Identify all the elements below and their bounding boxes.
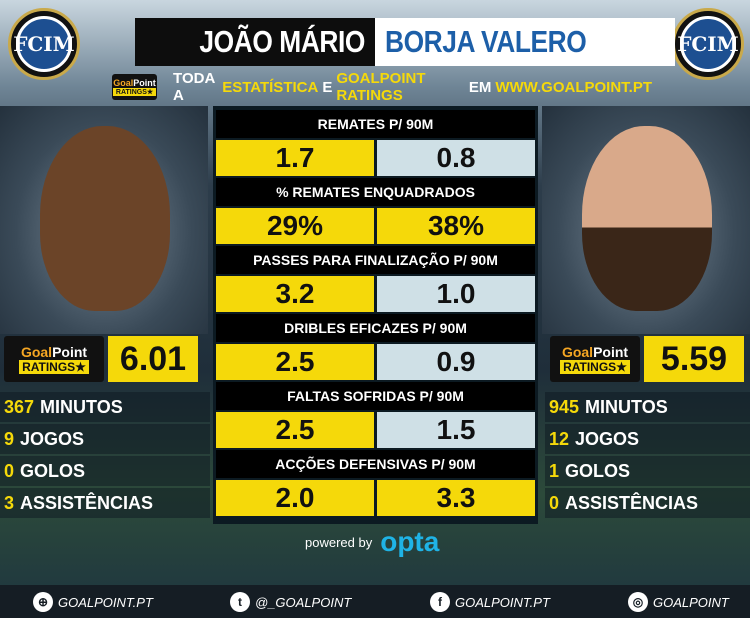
goalpoint-logo: GoalPoint RATINGS★ <box>112 74 158 100</box>
stat-label: DRIBLES EFICAZES P/ 90M <box>216 314 535 342</box>
stat-label: FALTAS SOFRIDAS P/ 90M <box>216 382 535 410</box>
stat-label: ACÇÕES DEFENSIVAS P/ 90M <box>216 450 535 478</box>
footer-link[interactable]: ⊕ GOALPOINT.PT <box>33 592 153 612</box>
instagram-icon: ◎ <box>628 592 648 612</box>
stat-value-left: 2.5 <box>216 412 374 448</box>
globe-icon: ⊕ <box>33 592 53 612</box>
rating-value: 6.01 <box>108 336 198 382</box>
stat-value-left: 2.0 <box>216 480 374 516</box>
stat-value-left: 29% <box>216 208 374 244</box>
club-logo-left: FCIM <box>8 8 80 80</box>
season-stat: 9 JOGOS <box>0 424 210 454</box>
rating-left: GoalPoint RATINGS★ 6.01 <box>4 336 198 382</box>
stat-value-right: 0.9 <box>377 344 535 380</box>
footer-link[interactable]: t @_GOALPOINT <box>230 592 351 612</box>
stat-value-right: 38% <box>377 208 535 244</box>
twitter-icon: t <box>230 592 250 612</box>
season-stat: 945 MINUTOS <box>545 392 750 422</box>
opta-logo: opta <box>380 526 440 557</box>
facebook-icon: f <box>430 592 450 612</box>
stat-value-left: 2.5 <box>216 344 374 380</box>
tagline: GoalPoint RATINGS★ TODA A ESTATÍSTICA E GOAL… <box>112 70 652 104</box>
season-stat: 12 JOGOS <box>545 424 750 454</box>
footer-link[interactable]: f GOALPOINT.PT <box>430 592 550 612</box>
season-stat: 0 ASSISTÊNCIAS <box>545 488 750 518</box>
season-stat: 367 MINUTOS <box>0 392 210 422</box>
stat-label: PASSES PARA FINALIZAÇÃO P/ 90M <box>216 246 535 274</box>
stat-value-right: 1.0 <box>377 276 535 312</box>
stat-label: REMATES P/ 90M <box>216 110 535 138</box>
season-stat: 0 GOLOS <box>0 456 210 486</box>
stat-value-right: 0.8 <box>377 140 535 176</box>
stat-label: % REMATES ENQUADRADOS <box>216 178 535 206</box>
powered-by: powered by opta <box>305 526 440 557</box>
season-stat: 1 GOLOS <box>545 456 750 486</box>
season-stats-left: 367 MINUTOS 9 JOGOS 0 GOLOS 3 ASSISTÊNCIAS <box>0 392 210 520</box>
footer-link[interactable]: ◎ GOALPOINT <box>628 592 729 612</box>
player-name-right: BORJA VALERO <box>385 24 587 59</box>
season-stats-right: 945 MINUTOS 12 JOGOS 1 GOLOS 0 ASSISTÊNCIAS <box>545 392 750 520</box>
stat-value-right: 1.5 <box>377 412 535 448</box>
season-stat: 3 ASSISTÊNCIAS <box>0 488 210 518</box>
footer: ⊕ GOALPOINT.PT t @_GOALPOINT f GOALPOINT.PT ◎ G… <box>0 585 750 618</box>
stat-value-right: 3.3 <box>377 480 535 516</box>
player-photo-left <box>0 106 208 334</box>
player-photo-right <box>542 106 750 334</box>
stat-value-left: 1.7 <box>216 140 374 176</box>
stats-panel: REMATES P/ 90M 1.7 0.8% REMATES ENQUADRA… <box>213 106 538 524</box>
stat-value-left: 3.2 <box>216 276 374 312</box>
club-logo-right: FCIM <box>672 8 744 80</box>
rating-value: 5.59 <box>644 336 744 382</box>
rating-right: GoalPoint RATINGS★ 5.59 <box>550 336 744 382</box>
player-name-left: JOÃO MÁRIO <box>199 24 365 59</box>
